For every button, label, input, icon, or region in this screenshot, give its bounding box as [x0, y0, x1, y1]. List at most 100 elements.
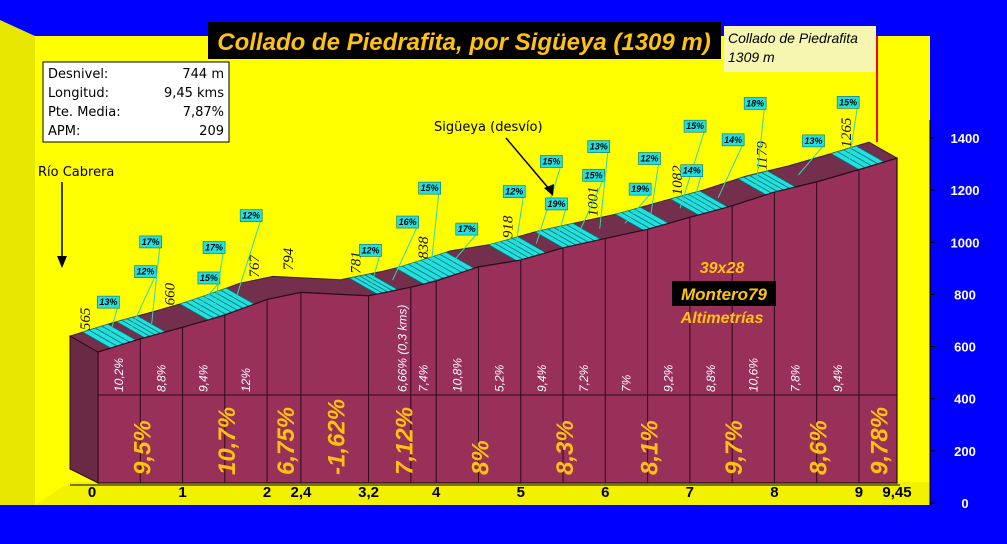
chart-panel-floor [35, 482, 930, 505]
place-arrow-sigueya [505, 137, 551, 191]
max-gradient-tag [638, 152, 661, 165]
steep-hatch [107, 323, 137, 341]
x-tick-label: 6 [601, 484, 609, 501]
steep-hatch [88, 329, 118, 347]
half-km-gradient-label: 8,8% [704, 364, 718, 392]
y-tick-label: 1400 [951, 131, 980, 146]
steep-hatch [401, 265, 431, 283]
x-tick-label: 2,4 [290, 484, 312, 501]
x-tick-label: 1 [178, 484, 186, 501]
max-gradient-tag-label: 12% [505, 187, 523, 197]
y-tick-label: 1000 [951, 235, 980, 250]
max-gradient-tag-label: 12% [136, 267, 154, 277]
y-tick-label: 600 [954, 340, 976, 355]
segment-gradient-label: 6,75% [273, 407, 300, 475]
max-gradient-tag-label: 12% [242, 211, 260, 221]
half-km-gradient-label: 12% [239, 368, 253, 392]
max-gradient-tag-label: 17% [458, 224, 476, 234]
altitude-label: 918 [501, 215, 517, 238]
summit-label-line: 1309 m [728, 49, 775, 65]
max-gradient-tag [502, 185, 526, 198]
steep-hatch [220, 289, 249, 307]
steep-hatch [488, 244, 517, 262]
x-tick-label: 7 [686, 484, 694, 501]
segment-gradient-label: 8% [467, 440, 494, 475]
steep-hatch [364, 274, 394, 292]
half-km-gradient-label: 9,4% [831, 364, 845, 392]
half-km-gradient-label: 10,8% [450, 358, 464, 392]
max-gradient-tag [97, 295, 120, 309]
summit-label-box [724, 26, 876, 72]
y-tick-label: 800 [954, 287, 976, 302]
place-arrowhead-sigueya [544, 184, 554, 196]
max-gradient-tag-label: 13% [804, 136, 822, 146]
steep-hatch [553, 227, 583, 244]
max-gradient-tag-label: 15% [686, 121, 704, 131]
half-km-gradient-label: 7,2% [577, 364, 591, 392]
segment-gradient-label: 10,7% [214, 407, 241, 475]
stats-label: APM: [48, 124, 80, 139]
max-gradient-tag [202, 241, 226, 254]
profile-side-face [69, 335, 99, 484]
max-gradient-tag-label: 15% [200, 273, 218, 283]
place-label-sigueya: Sigüeya (desvío) [434, 120, 543, 135]
steep-hatch [414, 261, 443, 279]
steep-hatch [517, 236, 547, 254]
x-tick-label: 2 [263, 484, 271, 501]
stats-label: Longitud: [48, 86, 109, 101]
altitude-label: 565 [78, 307, 94, 330]
max-gradient-tag [134, 265, 157, 278]
x-tick-label: 0 [88, 484, 96, 501]
segment-gradient-label: -1,62% [324, 399, 351, 475]
segment-gradient-label: 9,5% [129, 420, 156, 475]
steep-hatch [197, 297, 226, 315]
steep-hatch [830, 153, 860, 170]
max-gradient-tag-label: 19% [631, 184, 649, 194]
title-banner [208, 22, 721, 59]
steep-hatch [693, 192, 723, 209]
steep-hatch [670, 198, 699, 216]
half-km-gradient-label: 9,4% [535, 364, 549, 392]
segment-gradient-label: 8,6% [806, 420, 833, 475]
max-gradient-tag [587, 140, 611, 153]
max-gradient-tag [418, 181, 441, 195]
steep-hatch [101, 325, 130, 343]
steep-hatch [621, 212, 650, 229]
x-tick-label: 5 [517, 484, 525, 501]
half-km-gradient-label: 7,4% [417, 364, 431, 392]
max-gradient-tag-label: 14% [724, 135, 742, 145]
steep-hatch [837, 151, 866, 169]
half-km-gradient-label: 6,66% (0,3 kms) [395, 305, 409, 392]
stats-label: Pte. Media: [48, 105, 121, 120]
x-tick-label: 4 [432, 484, 441, 501]
steep-hatch [369, 273, 399, 291]
altitude-label: 781 [349, 251, 365, 274]
steep-hatch [634, 208, 663, 226]
chart-title: Collado de Piedrafita, por Sigüeya (1309… [217, 29, 710, 56]
credit-site: Altimetrías [680, 310, 764, 327]
half-km-gradient-label: 8,8% [154, 364, 168, 392]
max-gradient-tag-label: 15% [585, 170, 603, 180]
y-tick-label: 0 [961, 496, 968, 511]
steep-hatch [615, 213, 644, 231]
steep-hatch [348, 277, 378, 295]
steep-hatch [82, 331, 111, 349]
altitude-label: 794 [281, 247, 297, 270]
steep-hatch [640, 206, 669, 224]
stats-value: 744 m [182, 67, 224, 82]
max-gradient-tag-label: 15% [421, 183, 439, 193]
steep-hatch [433, 255, 462, 273]
segment-gradient-label: 9,7% [721, 420, 748, 475]
steep-hatch [560, 225, 589, 243]
half-km-gradient-label: 10,2% [112, 358, 126, 392]
max-gradient-tag-label: 13% [590, 142, 608, 152]
half-km-gradient-label: 7% [619, 374, 633, 392]
steep-hatch [226, 287, 255, 305]
x-tick-label: 9 [855, 484, 863, 501]
steep-hatch [681, 195, 711, 213]
steep-hatch [121, 319, 150, 337]
y-tick-label: 400 [954, 392, 976, 407]
steep-hatch [354, 276, 383, 294]
altitude-label: 660 [163, 282, 179, 305]
